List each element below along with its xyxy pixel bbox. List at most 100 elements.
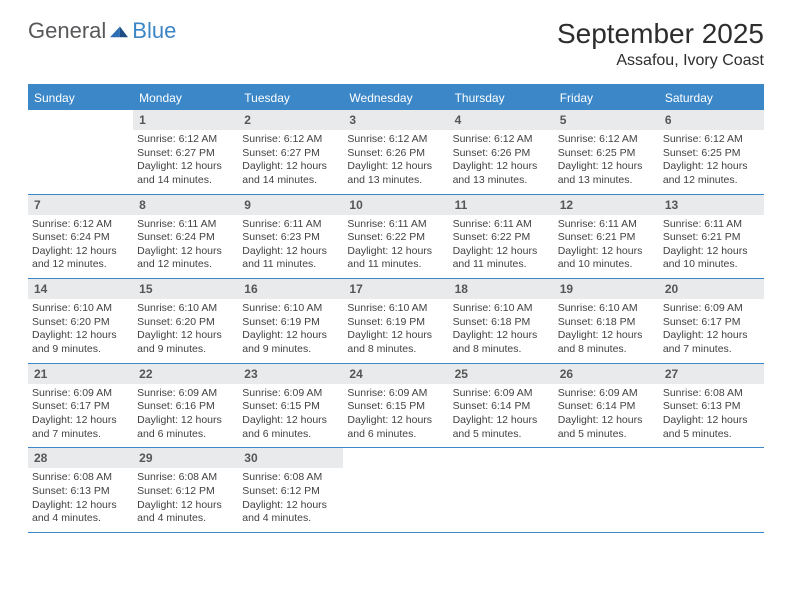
daylight-line2: and 9 minutes. bbox=[242, 343, 339, 357]
title-block: September 2025 Assafou, Ivory Coast bbox=[557, 18, 764, 70]
day-cell: 21Sunrise: 6:09 AMSunset: 6:17 PMDayligh… bbox=[28, 364, 133, 448]
empty-cell bbox=[659, 448, 764, 532]
day-cell: 13Sunrise: 6:11 AMSunset: 6:21 PMDayligh… bbox=[659, 195, 764, 279]
sunrise-text: Sunrise: 6:09 AM bbox=[663, 302, 760, 316]
daylight-line2: and 11 minutes. bbox=[347, 258, 444, 272]
daylight-line1: Daylight: 12 hours bbox=[347, 329, 444, 343]
day-number: 6 bbox=[659, 110, 764, 130]
week-row: 28Sunrise: 6:08 AMSunset: 6:13 PMDayligh… bbox=[28, 448, 764, 533]
sunrise-text: Sunrise: 6:08 AM bbox=[663, 387, 760, 401]
sunset-text: Sunset: 6:24 PM bbox=[137, 231, 234, 245]
sunrise-text: Sunrise: 6:09 AM bbox=[242, 387, 339, 401]
day-content: Sunrise: 6:11 AMSunset: 6:23 PMDaylight:… bbox=[238, 215, 343, 279]
sunset-text: Sunset: 6:21 PM bbox=[558, 231, 655, 245]
day-cell: 15Sunrise: 6:10 AMSunset: 6:20 PMDayligh… bbox=[133, 279, 238, 363]
daylight-line2: and 5 minutes. bbox=[558, 428, 655, 442]
day-number: 9 bbox=[238, 195, 343, 215]
daylight-line1: Daylight: 12 hours bbox=[242, 329, 339, 343]
day-content: Sunrise: 6:08 AMSunset: 6:12 PMDaylight:… bbox=[238, 468, 343, 532]
day-number: 19 bbox=[554, 279, 659, 299]
day-cell: 11Sunrise: 6:11 AMSunset: 6:22 PMDayligh… bbox=[449, 195, 554, 279]
day-number: 1 bbox=[133, 110, 238, 130]
sunrise-text: Sunrise: 6:09 AM bbox=[558, 387, 655, 401]
day-number: 12 bbox=[554, 195, 659, 215]
day-number: 30 bbox=[238, 448, 343, 468]
sunset-text: Sunset: 6:15 PM bbox=[242, 400, 339, 414]
sunset-text: Sunset: 6:27 PM bbox=[137, 147, 234, 161]
day-cell: 19Sunrise: 6:10 AMSunset: 6:18 PMDayligh… bbox=[554, 279, 659, 363]
day-content: Sunrise: 6:12 AMSunset: 6:27 PMDaylight:… bbox=[133, 130, 238, 194]
month-title: September 2025 bbox=[557, 18, 764, 50]
sunrise-text: Sunrise: 6:08 AM bbox=[32, 471, 129, 485]
daylight-line1: Daylight: 12 hours bbox=[558, 160, 655, 174]
daylight-line1: Daylight: 12 hours bbox=[663, 245, 760, 259]
sunrise-text: Sunrise: 6:11 AM bbox=[137, 218, 234, 232]
day-number: 11 bbox=[449, 195, 554, 215]
sunrise-text: Sunrise: 6:10 AM bbox=[558, 302, 655, 316]
sunrise-text: Sunrise: 6:11 AM bbox=[242, 218, 339, 232]
day-content: Sunrise: 6:10 AMSunset: 6:19 PMDaylight:… bbox=[343, 299, 448, 363]
daylight-line1: Daylight: 12 hours bbox=[137, 160, 234, 174]
day-number: 20 bbox=[659, 279, 764, 299]
sunrise-text: Sunrise: 6:10 AM bbox=[347, 302, 444, 316]
day-number: 14 bbox=[28, 279, 133, 299]
day-content: Sunrise: 6:10 AMSunset: 6:20 PMDaylight:… bbox=[28, 299, 133, 363]
daylight-line2: and 10 minutes. bbox=[663, 258, 760, 272]
day-cell: 17Sunrise: 6:10 AMSunset: 6:19 PMDayligh… bbox=[343, 279, 448, 363]
sunset-text: Sunset: 6:22 PM bbox=[347, 231, 444, 245]
sunrise-text: Sunrise: 6:12 AM bbox=[558, 133, 655, 147]
day-cell: 10Sunrise: 6:11 AMSunset: 6:22 PMDayligh… bbox=[343, 195, 448, 279]
day-number: 21 bbox=[28, 364, 133, 384]
day-content: Sunrise: 6:08 AMSunset: 6:13 PMDaylight:… bbox=[28, 468, 133, 532]
sunset-text: Sunset: 6:25 PM bbox=[663, 147, 760, 161]
day-cell: 24Sunrise: 6:09 AMSunset: 6:15 PMDayligh… bbox=[343, 364, 448, 448]
sunrise-text: Sunrise: 6:10 AM bbox=[32, 302, 129, 316]
daylight-line2: and 5 minutes. bbox=[663, 428, 760, 442]
day-number: 5 bbox=[554, 110, 659, 130]
daylight-line1: Daylight: 12 hours bbox=[137, 414, 234, 428]
day-number: 22 bbox=[133, 364, 238, 384]
sunset-text: Sunset: 6:21 PM bbox=[663, 231, 760, 245]
day-content: Sunrise: 6:11 AMSunset: 6:22 PMDaylight:… bbox=[343, 215, 448, 279]
day-cell: 18Sunrise: 6:10 AMSunset: 6:18 PMDayligh… bbox=[449, 279, 554, 363]
calendar-grid: SundayMondayTuesdayWednesdayThursdayFrid… bbox=[28, 84, 764, 533]
daylight-line2: and 8 minutes. bbox=[347, 343, 444, 357]
weekday-tuesday: Tuesday bbox=[238, 86, 343, 110]
sunrise-text: Sunrise: 6:11 AM bbox=[558, 218, 655, 232]
location-text: Assafou, Ivory Coast bbox=[557, 52, 764, 70]
week-row: 14Sunrise: 6:10 AMSunset: 6:20 PMDayligh… bbox=[28, 279, 764, 364]
day-cell: 25Sunrise: 6:09 AMSunset: 6:14 PMDayligh… bbox=[449, 364, 554, 448]
daylight-line2: and 13 minutes. bbox=[347, 174, 444, 188]
day-content: Sunrise: 6:09 AMSunset: 6:14 PMDaylight:… bbox=[449, 384, 554, 448]
day-number: 25 bbox=[449, 364, 554, 384]
day-number: 8 bbox=[133, 195, 238, 215]
day-number: 10 bbox=[343, 195, 448, 215]
calendar-page: General Blue September 2025 Assafou, Ivo… bbox=[0, 0, 792, 551]
day-cell: 3Sunrise: 6:12 AMSunset: 6:26 PMDaylight… bbox=[343, 110, 448, 194]
day-cell: 23Sunrise: 6:09 AMSunset: 6:15 PMDayligh… bbox=[238, 364, 343, 448]
weekday-thursday: Thursday bbox=[449, 86, 554, 110]
day-cell: 4Sunrise: 6:12 AMSunset: 6:26 PMDaylight… bbox=[449, 110, 554, 194]
sunrise-text: Sunrise: 6:10 AM bbox=[453, 302, 550, 316]
day-number: 15 bbox=[133, 279, 238, 299]
day-content: Sunrise: 6:09 AMSunset: 6:17 PMDaylight:… bbox=[659, 299, 764, 363]
sunset-text: Sunset: 6:12 PM bbox=[137, 485, 234, 499]
daylight-line1: Daylight: 12 hours bbox=[663, 160, 760, 174]
daylight-line2: and 9 minutes. bbox=[32, 343, 129, 357]
daylight-line1: Daylight: 12 hours bbox=[347, 245, 444, 259]
day-number: 13 bbox=[659, 195, 764, 215]
day-cell: 1Sunrise: 6:12 AMSunset: 6:27 PMDaylight… bbox=[133, 110, 238, 194]
daylight-line2: and 10 minutes. bbox=[558, 258, 655, 272]
daylight-line1: Daylight: 12 hours bbox=[32, 414, 129, 428]
daylight-line1: Daylight: 12 hours bbox=[347, 414, 444, 428]
empty-cell bbox=[343, 448, 448, 532]
day-content: Sunrise: 6:09 AMSunset: 6:15 PMDaylight:… bbox=[343, 384, 448, 448]
sunrise-text: Sunrise: 6:09 AM bbox=[137, 387, 234, 401]
day-cell: 30Sunrise: 6:08 AMSunset: 6:12 PMDayligh… bbox=[238, 448, 343, 532]
day-content: Sunrise: 6:12 AMSunset: 6:26 PMDaylight:… bbox=[343, 130, 448, 194]
day-cell: 6 Sunrise: 6:12 AMSunset: 6:25 PMDaylight… bbox=[659, 110, 764, 194]
day-content: Sunrise: 6:11 AMSunset: 6:21 PMDaylight:… bbox=[554, 215, 659, 279]
sunrise-text: Sunrise: 6:12 AM bbox=[663, 133, 760, 147]
day-cell: 20Sunrise: 6:09 AMSunset: 6:17 PMDayligh… bbox=[659, 279, 764, 363]
logo-triangle-icon bbox=[108, 22, 130, 40]
